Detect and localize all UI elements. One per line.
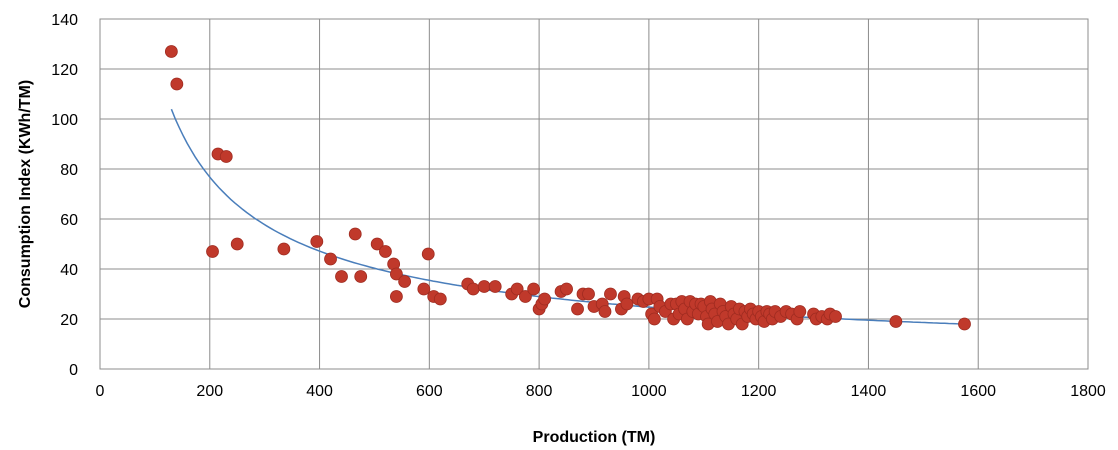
data-point: [389, 267, 403, 281]
y-tick-label: 60: [60, 212, 78, 229]
x-tick-label: 800: [526, 383, 553, 400]
plot-area-frame: [99, 18, 1089, 370]
data-point: [571, 302, 584, 316]
data-point: [324, 252, 337, 266]
y-tick-label: 0: [69, 362, 78, 379]
data-point: [510, 282, 524, 296]
data-point: [604, 287, 617, 301]
data-point: [560, 282, 573, 296]
x-tick-label: 1800: [1070, 383, 1106, 400]
x-tick-label: 0: [96, 383, 105, 400]
x-axis-ticks: 0 200 400 600 800 1000 1200 1400 1600 1800: [96, 383, 1106, 400]
data-point: [466, 282, 480, 296]
data-point: [379, 245, 392, 258]
data-point: [335, 270, 348, 283]
data-point: [647, 312, 661, 326]
data-point: [793, 305, 807, 318]
data-point: [527, 282, 541, 296]
data-point: [433, 292, 447, 306]
data-point: [370, 237, 384, 251]
data-point: [277, 242, 291, 256]
data-point: [477, 280, 491, 293]
y-axis-title: Consumption Index (KWh/TM): [17, 80, 34, 308]
x-tick-label: 200: [196, 383, 223, 400]
data-point: [829, 310, 842, 323]
data-point: [958, 317, 971, 331]
y-axis-ticks: 0 20 40 60 80 100 120 140: [51, 12, 78, 379]
data-point: [348, 227, 362, 241]
x-tick-label: 1600: [960, 383, 996, 400]
data-point: [164, 45, 178, 58]
x-tick-label: 600: [416, 383, 443, 400]
y-tick-label: 40: [60, 262, 78, 279]
x-tick-label: 400: [306, 383, 333, 400]
x-axis-title: Production (TM): [533, 429, 656, 446]
x-tick-label: 1200: [741, 383, 777, 400]
y-tick-label: 20: [60, 312, 78, 329]
data-point: [219, 150, 233, 163]
data-point: [598, 305, 612, 318]
grid-lines: [99, 18, 1089, 370]
data-point: [389, 290, 403, 303]
y-tick-label: 140: [51, 12, 78, 29]
data-point: [518, 290, 532, 303]
y-tick-label: 120: [51, 62, 78, 79]
data-points: [164, 45, 971, 331]
data-point: [170, 77, 184, 91]
data-point: [889, 315, 903, 328]
data-point: [230, 237, 244, 251]
y-tick-label: 80: [60, 162, 78, 179]
y-tick-label: 100: [51, 112, 78, 129]
data-point: [421, 247, 435, 261]
data-point: [620, 297, 634, 311]
data-point: [310, 235, 324, 248]
data-point: [206, 245, 219, 258]
x-tick-label: 1000: [631, 383, 667, 400]
data-point: [488, 280, 502, 293]
data-point: [538, 292, 551, 306]
data-point: [398, 275, 412, 288]
x-tick-label: 1400: [851, 383, 887, 400]
data-point: [417, 282, 431, 296]
data-point: [354, 270, 368, 283]
data-point: [582, 287, 595, 301]
